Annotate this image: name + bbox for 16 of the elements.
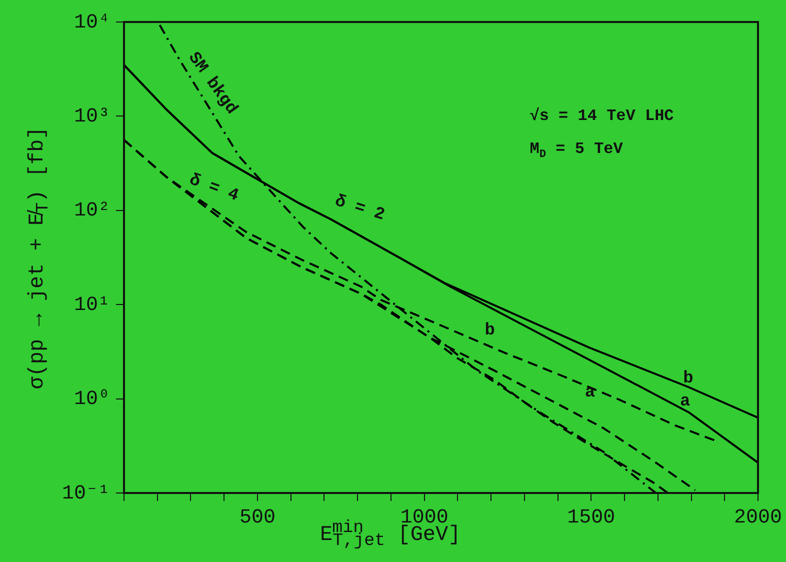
x-tick-label: 1500 [567,506,616,530]
x-tick-label: 500 [239,506,276,530]
y-tick-label: 10¹ [74,294,110,317]
annotation: δ = 4 [186,170,241,206]
y-tick-label: 10⁴ [74,11,110,34]
y-tick-label: 10³ [74,105,110,128]
y-tick-label: 10⁰ [74,388,110,412]
annotation: a [680,392,690,412]
y-tick-label: 10⁻¹ [62,482,110,506]
annotation: a [584,383,596,402]
x-tick-label: 2000 [734,506,782,530]
annotation: b [484,321,495,340]
annotation: √s = 14 TeV LHC [530,107,674,126]
annotation: δ = 2 [332,192,387,226]
annotation: b [683,369,694,388]
y-tick-label: 10² [74,200,110,223]
